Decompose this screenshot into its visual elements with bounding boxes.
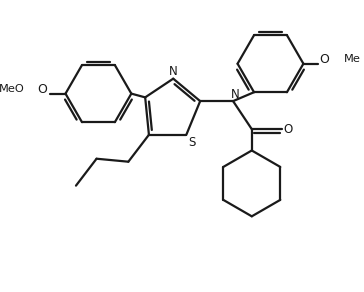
Text: O: O (284, 123, 293, 136)
Text: S: S (188, 136, 195, 149)
Text: O: O (319, 53, 329, 66)
Text: MeO: MeO (0, 84, 25, 94)
Text: O: O (37, 83, 47, 96)
Text: Me: Me (344, 54, 361, 64)
Text: N: N (230, 88, 239, 101)
Text: N: N (169, 65, 178, 79)
